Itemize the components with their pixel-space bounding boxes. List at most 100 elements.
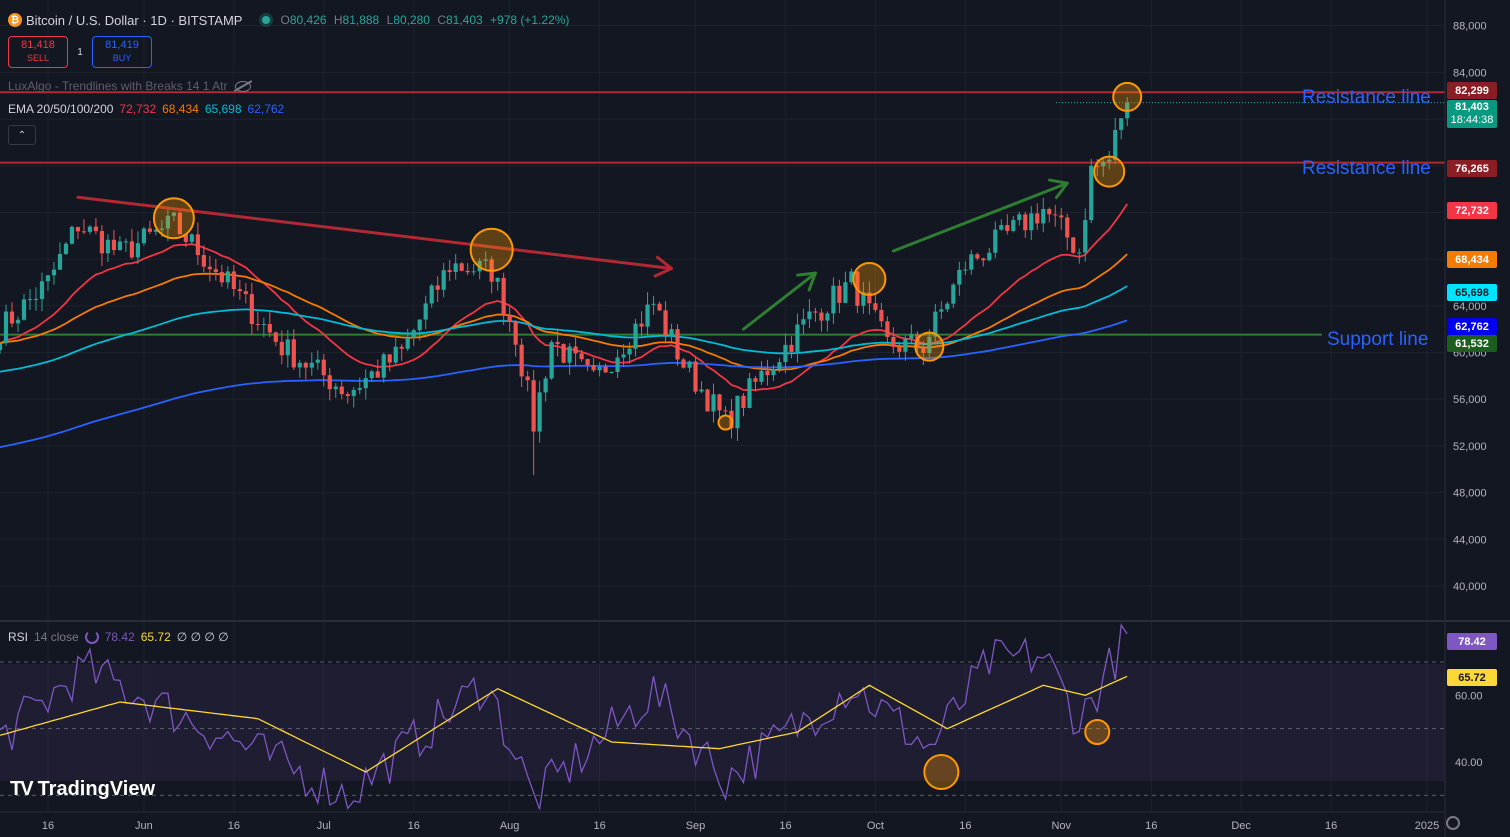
candle-body: [759, 370, 764, 382]
ohlc-values: O80,426 H81,888 L80,280 C81,403 +978 (+1…: [280, 13, 570, 27]
collapse-legend-button[interactable]: ⌃: [8, 125, 36, 145]
candle-body: [951, 284, 956, 304]
candle-body: [681, 359, 686, 368]
candle-body: [531, 380, 536, 432]
ema200-value: 62,762: [247, 102, 285, 116]
highlight-circle: [469, 227, 514, 272]
candle-body: [405, 337, 410, 349]
candle-body: [1011, 219, 1016, 231]
candle-body: [441, 270, 446, 290]
candle-body: [939, 309, 944, 312]
candle-body: [165, 215, 170, 229]
chevron-up-icon: ⌃: [17, 129, 27, 141]
candle-body: [117, 241, 123, 251]
candle-body: [195, 234, 200, 256]
candles[interactable]: [0, 97, 1130, 476]
candle-body: [423, 303, 428, 320]
candle-body: [603, 366, 608, 373]
candle-body: [219, 272, 224, 283]
highlight-circle: [1112, 81, 1143, 112]
ema50-price-label: 68,434: [1447, 251, 1497, 268]
rsi-params: 14 close: [34, 630, 79, 644]
candle-body: [735, 395, 740, 429]
high-value: 81,888: [342, 13, 380, 27]
candle-body: [303, 362, 308, 368]
candle-body: [705, 389, 710, 412]
highlight-circle: [852, 261, 887, 296]
candle-body: [609, 371, 614, 373]
support-annotation[interactable]: Support line: [1327, 329, 1429, 350]
candle-body: [807, 311, 812, 320]
chart-grid: [0, 0, 1445, 812]
candle-body: [723, 410, 728, 412]
candle-body: [375, 371, 380, 378]
gear-icon[interactable]: [1446, 816, 1460, 830]
price-tick-label: 56,000: [1453, 394, 1487, 406]
candle-body: [111, 239, 117, 251]
candle-body: [645, 304, 650, 327]
sell-button[interactable]: 81,418 SELL: [8, 36, 68, 68]
ema-indicator-legend[interactable]: EMA 20/50/100/200 72,732 68,434 65,698 6…: [8, 102, 284, 116]
tradingview-logo[interactable]: TV TradingView: [10, 778, 155, 801]
candle-body: [699, 389, 704, 392]
rsi-ma-price-label: 65.72: [1447, 669, 1497, 686]
candle-body: [1035, 213, 1040, 224]
candle-body: [801, 319, 806, 325]
price-tick-label: 52,000: [1453, 441, 1487, 453]
ema-line-200: [0, 319, 1128, 449]
candle-body: [147, 228, 152, 232]
candle-body: [273, 332, 278, 342]
price-axis[interactable]: 88,00084,00080,00076,00072,00068,00064,0…: [1453, 21, 1487, 769]
candle-body: [861, 292, 866, 306]
candle-body: [183, 234, 188, 242]
candle-body: [417, 319, 422, 331]
rsi-levels: [0, 661, 1445, 796]
highlight-circle: [717, 414, 734, 431]
tradingview-icon: TV: [10, 778, 34, 800]
trendlines[interactable]: [76, 178, 1069, 331]
time-tick-label: 16: [1145, 820, 1157, 832]
resistance-upper-annotation[interactable]: Resistance line: [1302, 87, 1431, 108]
horizontal-lines[interactable]: [0, 91, 1445, 336]
trade-buttons: 81,418 SELL 1 81,419 BUY: [8, 36, 152, 68]
time-tick-label: 16: [42, 820, 54, 832]
candle-body: [561, 344, 566, 363]
symbol-title[interactable]: Bitcoin / U.S. Dollar · 1D · BITSTAMP: [26, 12, 243, 28]
candle-body: [555, 342, 560, 345]
candle-body: [321, 359, 326, 376]
order-quantity[interactable]: 1: [77, 46, 83, 58]
candle-body: [747, 378, 752, 408]
candle-body: [93, 226, 99, 232]
time-tick-label: Dec: [1231, 820, 1251, 832]
candle-body: [315, 359, 320, 363]
candle-body: [909, 334, 914, 339]
rsi-highlight-circle: [1084, 719, 1111, 745]
time-axis[interactable]: 16 Jun 16 Jul 16 Aug 16 Sep 16 Oct 16 Nov 16 Dec 16 202…: [42, 820, 1439, 832]
candle-body: [717, 394, 722, 411]
candle-body: [765, 370, 770, 376]
candle-body: [201, 255, 206, 267]
candle-body: [243, 291, 248, 295]
buy-button[interactable]: 81,419 BUY: [92, 36, 152, 68]
arrowhead: [807, 271, 817, 292]
candle-body: [357, 388, 362, 390]
ema-lines: [0, 203, 1128, 449]
candle-body: [639, 323, 644, 327]
rsi-band: [0, 664, 1445, 781]
candle-body: [237, 289, 242, 292]
candle-body: [225, 271, 230, 283]
rsi-legend[interactable]: RSI 14 close 78.42 65.72 ∅ ∅ ∅ ∅: [8, 630, 229, 644]
resistance-lower-annotation[interactable]: Resistance line: [1302, 158, 1431, 179]
candle-body: [33, 298, 39, 300]
candle-body: [363, 378, 368, 389]
candle-body: [447, 270, 452, 272]
sell-label: SELL: [26, 53, 50, 63]
time-tick-label: 16: [1325, 820, 1337, 832]
candle-body: [9, 311, 15, 324]
hidden-eye-icon[interactable]: [235, 80, 252, 92]
ema-line-100: [0, 285, 1128, 373]
candle-body: [513, 321, 518, 345]
candle-body: [105, 239, 111, 254]
luxalgo-indicator-legend[interactable]: LuxAlgo - Trendlines with Breaks 14 1 At…: [8, 79, 252, 93]
